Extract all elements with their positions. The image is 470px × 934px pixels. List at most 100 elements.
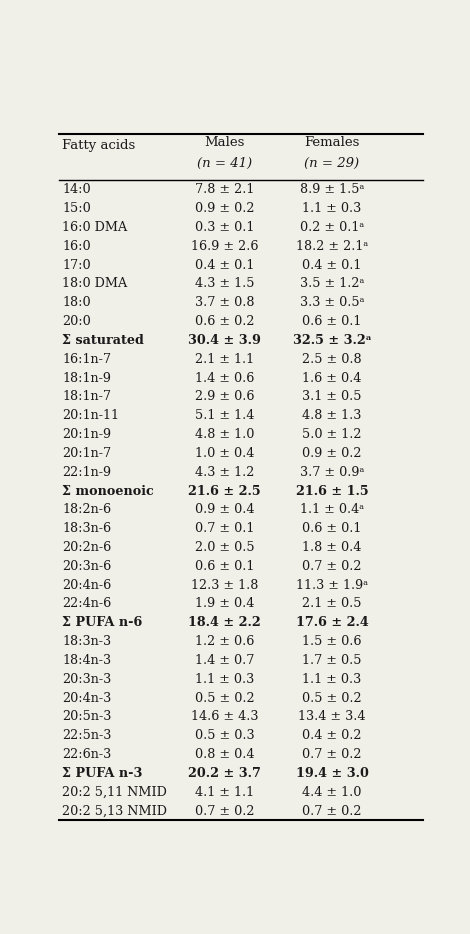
Text: 1.4 ± 0.7: 1.4 ± 0.7 <box>195 654 254 667</box>
Text: 20:1n-11: 20:1n-11 <box>63 409 119 422</box>
Text: 2.1 ± 0.5: 2.1 ± 0.5 <box>302 598 362 611</box>
Text: 0.2 ± 0.1ᵃ: 0.2 ± 0.1ᵃ <box>300 221 364 234</box>
Text: 0.5 ± 0.2: 0.5 ± 0.2 <box>195 691 254 704</box>
Text: 14.6 ± 4.3: 14.6 ± 4.3 <box>191 711 258 724</box>
Text: 0.5 ± 0.3: 0.5 ± 0.3 <box>195 729 254 743</box>
Text: 18:3n-3: 18:3n-3 <box>63 635 111 648</box>
Text: 20:1n-9: 20:1n-9 <box>63 428 111 441</box>
Text: 21.6 ± 1.5: 21.6 ± 1.5 <box>296 485 368 498</box>
Text: 5.0 ± 1.2: 5.0 ± 1.2 <box>302 428 362 441</box>
Text: 16:0 DMA: 16:0 DMA <box>63 221 128 234</box>
Text: 20:0: 20:0 <box>63 315 91 328</box>
Text: 32.5 ± 3.2ᵃ: 32.5 ± 3.2ᵃ <box>293 334 371 347</box>
Text: 12.3 ± 1.8: 12.3 ± 1.8 <box>191 579 258 591</box>
Text: 2.0 ± 0.5: 2.0 ± 0.5 <box>195 541 254 554</box>
Text: 4.4 ± 1.0: 4.4 ± 1.0 <box>302 785 361 799</box>
Text: 7.8 ± 2.1: 7.8 ± 2.1 <box>195 183 254 196</box>
Text: 20:4n-6: 20:4n-6 <box>63 579 112 591</box>
Text: 11.3 ± 1.9ᵃ: 11.3 ± 1.9ᵃ <box>296 579 368 591</box>
Text: 22:1n-9: 22:1n-9 <box>63 466 111 479</box>
Text: 1.0 ± 0.4: 1.0 ± 0.4 <box>195 446 254 460</box>
Text: Σ PUFA n-6: Σ PUFA n-6 <box>63 616 142 630</box>
Text: 15:0: 15:0 <box>63 202 91 215</box>
Text: 0.8 ± 0.4: 0.8 ± 0.4 <box>195 748 254 761</box>
Text: 1.5 ± 0.6: 1.5 ± 0.6 <box>302 635 362 648</box>
Text: 22:4n-6: 22:4n-6 <box>63 598 112 611</box>
Text: 22:5n-3: 22:5n-3 <box>63 729 112 743</box>
Text: 0.9 ± 0.2: 0.9 ± 0.2 <box>302 446 362 460</box>
Text: 4.8 ± 1.3: 4.8 ± 1.3 <box>302 409 361 422</box>
Text: Males: Males <box>204 135 245 149</box>
Text: 1.2 ± 0.6: 1.2 ± 0.6 <box>195 635 254 648</box>
Text: 16:1n-7: 16:1n-7 <box>63 353 111 366</box>
Text: 2.5 ± 0.8: 2.5 ± 0.8 <box>302 353 362 366</box>
Text: 18.2 ± 2.1ᵃ: 18.2 ± 2.1ᵃ <box>296 240 368 253</box>
Text: 4.3 ± 1.5: 4.3 ± 1.5 <box>195 277 254 290</box>
Text: 2.9 ± 0.6: 2.9 ± 0.6 <box>195 390 254 403</box>
Text: 16:0: 16:0 <box>63 240 91 253</box>
Text: 17.6 ± 2.4: 17.6 ± 2.4 <box>296 616 368 630</box>
Text: 1.4 ± 0.6: 1.4 ± 0.6 <box>195 372 254 385</box>
Text: 3.7 ± 0.9ᵃ: 3.7 ± 0.9ᵃ <box>300 466 364 479</box>
Text: 0.6 ± 0.1: 0.6 ± 0.1 <box>195 559 254 573</box>
Text: 1.9 ± 0.4: 1.9 ± 0.4 <box>195 598 254 611</box>
Text: (n = 29): (n = 29) <box>305 158 360 170</box>
Text: 4.1 ± 1.1: 4.1 ± 1.1 <box>195 785 254 799</box>
Text: 16.9 ± 2.6: 16.9 ± 2.6 <box>191 240 258 253</box>
Text: 3.1 ± 0.5: 3.1 ± 0.5 <box>302 390 362 403</box>
Text: 1.6 ± 0.4: 1.6 ± 0.4 <box>302 372 361 385</box>
Text: 0.4 ± 0.1: 0.4 ± 0.1 <box>302 259 361 272</box>
Text: 20:2n-6: 20:2n-6 <box>63 541 112 554</box>
Text: 3.3 ± 0.5ᵃ: 3.3 ± 0.5ᵃ <box>300 296 364 309</box>
Text: 20:5n-3: 20:5n-3 <box>63 711 112 724</box>
Text: Σ PUFA n-3: Σ PUFA n-3 <box>63 767 143 780</box>
Text: 20:3n-6: 20:3n-6 <box>63 559 112 573</box>
Text: 0.7 ± 0.2: 0.7 ± 0.2 <box>302 748 362 761</box>
Text: (n = 41): (n = 41) <box>197 158 252 170</box>
Text: 30.4 ± 3.9: 30.4 ± 3.9 <box>188 334 261 347</box>
Text: 0.6 ± 0.2: 0.6 ± 0.2 <box>195 315 254 328</box>
Text: 21.6 ± 2.5: 21.6 ± 2.5 <box>188 485 261 498</box>
Text: 0.3 ± 0.1: 0.3 ± 0.1 <box>195 221 254 234</box>
Text: 18.4 ± 2.2: 18.4 ± 2.2 <box>188 616 261 630</box>
Text: 0.9 ± 0.2: 0.9 ± 0.2 <box>195 202 254 215</box>
Text: 18:1n-9: 18:1n-9 <box>63 372 111 385</box>
Text: 0.7 ± 0.2: 0.7 ± 0.2 <box>195 804 254 817</box>
Text: 2.1 ± 1.1: 2.1 ± 1.1 <box>195 353 254 366</box>
Text: 13.4 ± 3.4: 13.4 ± 3.4 <box>298 711 366 724</box>
Text: 20:1n-7: 20:1n-7 <box>63 446 111 460</box>
Text: 1.1 ± 0.4ᵃ: 1.1 ± 0.4ᵃ <box>300 503 364 517</box>
Text: 20.2 ± 3.7: 20.2 ± 3.7 <box>188 767 261 780</box>
Text: 18:4n-3: 18:4n-3 <box>63 654 111 667</box>
Text: 0.4 ± 0.2: 0.4 ± 0.2 <box>302 729 362 743</box>
Text: 3.7 ± 0.8: 3.7 ± 0.8 <box>195 296 254 309</box>
Text: 20:2 5,11 NMID: 20:2 5,11 NMID <box>63 785 167 799</box>
Text: 1.1 ± 0.3: 1.1 ± 0.3 <box>302 672 361 686</box>
Text: 20:2 5,13 NMID: 20:2 5,13 NMID <box>63 804 167 817</box>
Text: 18:3n-6: 18:3n-6 <box>63 522 111 535</box>
Text: 1.7 ± 0.5: 1.7 ± 0.5 <box>302 654 362 667</box>
Text: 4.3 ± 1.2: 4.3 ± 1.2 <box>195 466 254 479</box>
Text: 0.6 ± 0.1: 0.6 ± 0.1 <box>302 522 361 535</box>
Text: 1.1 ± 0.3: 1.1 ± 0.3 <box>302 202 361 215</box>
Text: 18:2n-6: 18:2n-6 <box>63 503 111 517</box>
Text: Fatty acids: Fatty acids <box>63 139 136 152</box>
Text: 18:0: 18:0 <box>63 296 91 309</box>
Text: 19.4 ± 3.0: 19.4 ± 3.0 <box>296 767 368 780</box>
Text: 0.9 ± 0.4: 0.9 ± 0.4 <box>195 503 254 517</box>
Text: 1.1 ± 0.3: 1.1 ± 0.3 <box>195 672 254 686</box>
Text: 4.8 ± 1.0: 4.8 ± 1.0 <box>195 428 254 441</box>
Text: 0.4 ± 0.1: 0.4 ± 0.1 <box>195 259 254 272</box>
Text: 8.9 ± 1.5ᵃ: 8.9 ± 1.5ᵃ <box>300 183 364 196</box>
Text: 14:0: 14:0 <box>63 183 91 196</box>
Text: 0.7 ± 0.2: 0.7 ± 0.2 <box>302 559 362 573</box>
Text: 0.6 ± 0.1: 0.6 ± 0.1 <box>302 315 361 328</box>
Text: 18:1n-7: 18:1n-7 <box>63 390 111 403</box>
Text: 5.1 ± 1.4: 5.1 ± 1.4 <box>195 409 254 422</box>
Text: Σ saturated: Σ saturated <box>63 334 144 347</box>
Text: 0.7 ± 0.1: 0.7 ± 0.1 <box>195 522 254 535</box>
Text: 20:4n-3: 20:4n-3 <box>63 691 112 704</box>
Text: 22:6n-3: 22:6n-3 <box>63 748 112 761</box>
Text: 18:0 DMA: 18:0 DMA <box>63 277 128 290</box>
Text: 20:3n-3: 20:3n-3 <box>63 672 112 686</box>
